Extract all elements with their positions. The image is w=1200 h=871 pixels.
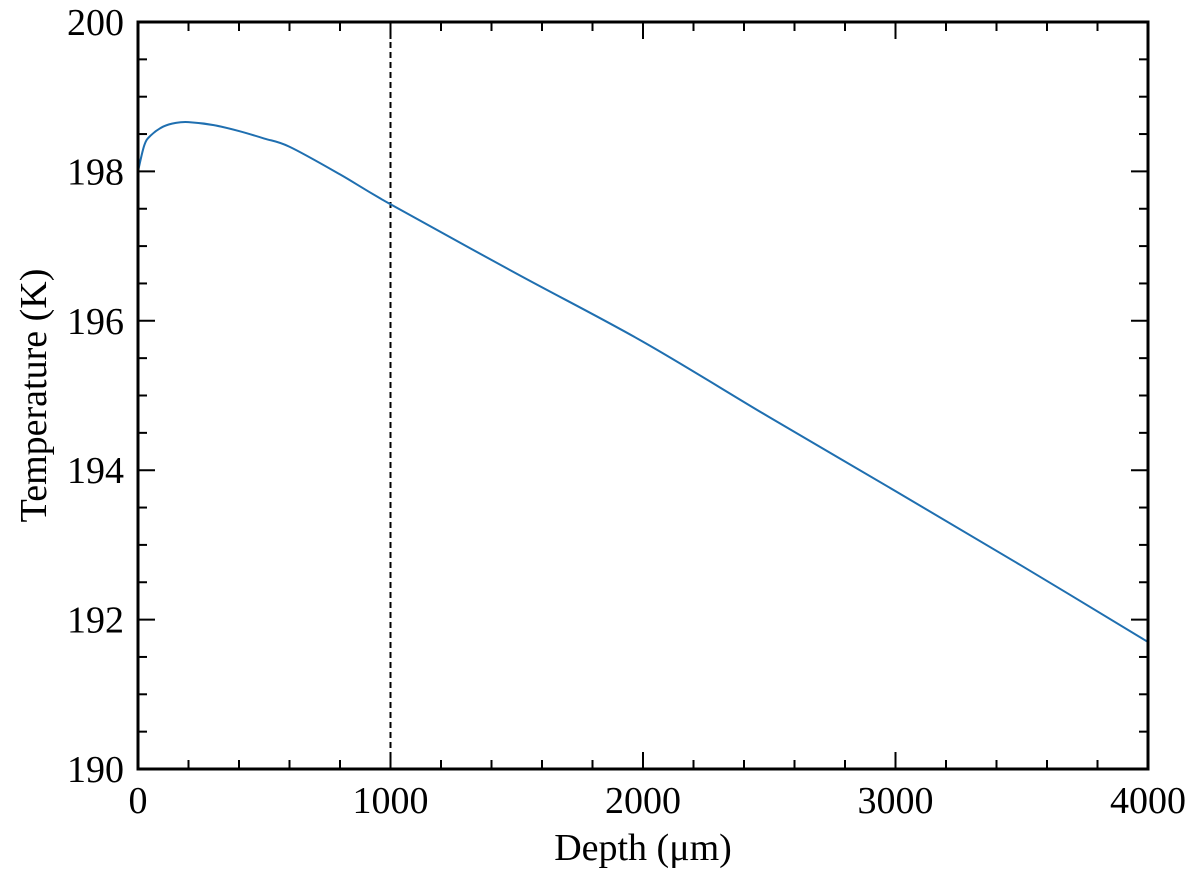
tick-labels: 0 1000 2000 3000 4000 190 192 194 196 198 200 <box>67 2 1186 822</box>
x-axis-label: Depth (μm) <box>554 827 732 869</box>
x-tick-label: 0 <box>129 780 148 822</box>
x-tick-label: 2000 <box>605 780 681 822</box>
plot-frame <box>136 20 1150 771</box>
ticks-layer <box>137 21 1149 770</box>
temperature-series-line <box>137 120 1149 643</box>
x-tick-label: 1000 <box>353 780 429 822</box>
y-axis-label: Temperature (K) <box>13 269 55 523</box>
y-tick-label: 194 <box>67 450 124 492</box>
series-layer <box>137 120 1149 643</box>
y-tick-label: 196 <box>67 301 124 343</box>
y-tick-label: 200 <box>67 2 124 44</box>
x-tick-label: 4000 <box>1110 780 1186 822</box>
x-tick-label: 3000 <box>858 780 934 822</box>
y-tick-label: 198 <box>67 151 124 193</box>
y-tick-label: 190 <box>67 749 124 791</box>
y-tick-label: 192 <box>67 600 124 642</box>
